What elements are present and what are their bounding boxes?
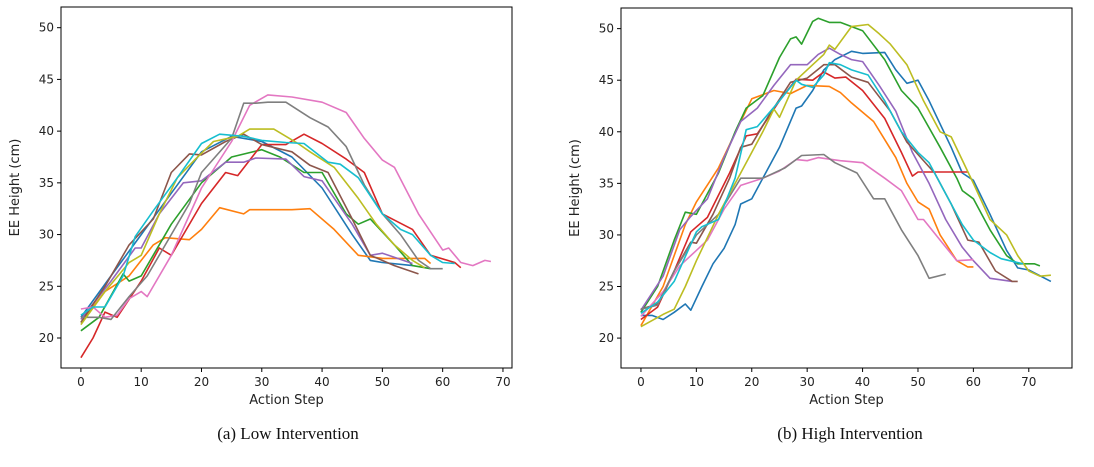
series-line-1 [640,84,974,327]
x-tick-label: 20 [194,375,209,389]
series-line-8 [640,23,1051,328]
x-tick-label: 40 [314,375,329,389]
x-tick-label: 50 [375,375,390,389]
series-line-8 [80,128,426,326]
x-tick-label: 50 [910,375,925,389]
y-tick-label: 45 [39,72,54,86]
series-line-4 [80,157,413,320]
y-tick-label: 25 [599,280,614,294]
series-line-3 [640,71,968,321]
y-tick-label: 35 [39,176,54,190]
x-axis-label: Action Step [809,393,883,408]
x-tick-label: 30 [800,375,815,389]
x-tick-label: 30 [254,375,269,389]
series-line-6 [80,94,492,319]
y-tick-label: 20 [599,331,614,345]
y-tick-label: 30 [599,228,614,242]
x-tick-label: 70 [1021,375,1036,389]
series-line-9 [640,61,1024,314]
x-tick-label: 10 [134,375,149,389]
series-line-7 [640,153,946,310]
series-line-5 [80,133,419,323]
x-tick-label: 40 [855,375,870,389]
series-line-7 [80,101,443,321]
series-line-5 [640,63,1018,310]
x-tick-label: 10 [689,375,704,389]
y-tick-label: 45 [599,73,614,87]
caption-a: (a) Low Intervention [217,424,359,443]
series-line-9 [80,133,455,316]
x-tick-label: 0 [637,375,645,389]
y-tick-label: 50 [599,22,614,36]
axes-frame [60,6,513,369]
y-axis-label: EE Height (cm) [568,139,583,237]
y-tick-label: 40 [599,125,614,139]
y-tick-label: 30 [39,228,54,242]
y-axis-label: EE Height (cm) [8,139,23,237]
series-line-4 [640,47,1013,311]
series-line-0 [640,50,1052,321]
series-line-6 [640,156,974,317]
subplot-b: 0 10 20 30 40 50 60 70 20 25 30 35 40 45 50 Action Step… [568,7,1073,408]
x-axis-label: Action Step [249,393,323,408]
x-tick-label: 20 [744,375,759,389]
x-tick-label: 0 [77,375,85,389]
y-tick-label: 25 [39,279,54,293]
series-line-2 [80,148,431,332]
y-tick-label: 40 [39,124,54,138]
caption-b: (b) High Intervention [777,424,923,443]
y-tick-label: 35 [599,176,614,190]
y-tick-label: 50 [39,21,54,35]
axes-frame [620,7,1073,369]
subplot-a: 0 10 20 30 40 50 60 70 20 25 30 35 40 45 50 Action Step… [8,6,513,408]
x-tick-label: 60 [966,375,981,389]
series-line-3 [80,133,462,359]
series-line-1 [80,206,432,323]
x-tick-label: 60 [435,375,450,389]
x-tick-label: 70 [495,375,510,389]
series-line-0 [80,135,413,318]
y-tick-label: 20 [39,331,54,345]
